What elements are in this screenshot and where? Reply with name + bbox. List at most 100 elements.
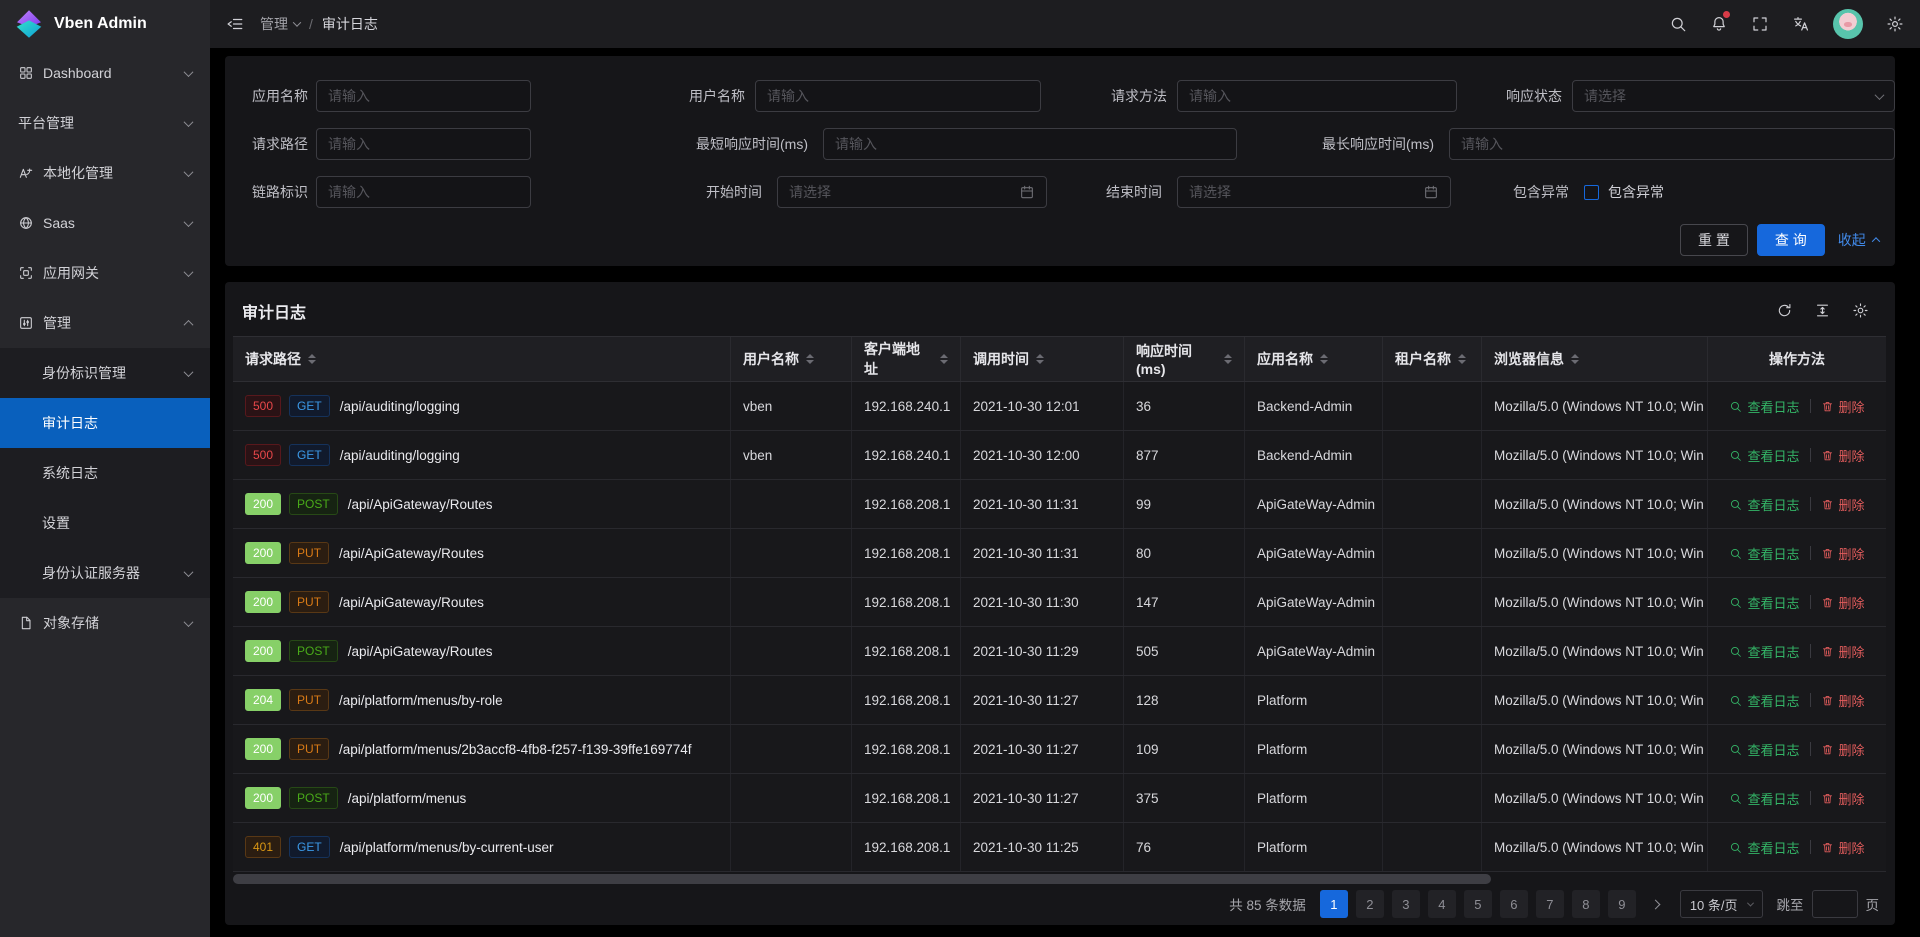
view-log-button[interactable]: 查看日志 (1729, 495, 1800, 514)
delete-button[interactable]: 删除 (1821, 642, 1865, 661)
app-logo[interactable]: Vben Admin (0, 0, 210, 48)
status-badge: 200 (245, 493, 282, 515)
end-time-datepicker[interactable]: 请选择 (1177, 176, 1451, 208)
page-size-select[interactable]: 10 条/页 (1679, 890, 1763, 918)
column-header-request_path[interactable]: 请求路径 (233, 337, 731, 381)
sort-icon[interactable] (940, 354, 948, 364)
breadcrumb-level1[interactable]: 管理 (260, 14, 302, 34)
request-path: /api/platform/menus/by-current-user (339, 839, 554, 855)
settings-gear-icon[interactable] (1886, 15, 1904, 33)
column-header-user_name[interactable]: 用户名称 (731, 337, 852, 381)
view-log-button[interactable]: 查看日志 (1729, 838, 1800, 857)
view-log-button[interactable]: 查看日志 (1729, 446, 1800, 465)
view-log-button[interactable]: 查看日志 (1729, 691, 1800, 710)
delete-button[interactable]: 删除 (1821, 495, 1865, 514)
jump-page-input[interactable] (1811, 890, 1858, 918)
page-button-5[interactable]: 5 (1463, 890, 1492, 918)
sidebar-item-system-logs[interactable]: 系统日志 (0, 448, 210, 498)
column-header-client_address[interactable]: 客户端地址 (852, 337, 961, 381)
delete-button[interactable]: 删除 (1821, 838, 1865, 857)
view-log-button[interactable]: 查看日志 (1729, 397, 1800, 416)
browser-info: Mozilla/5.0 (Windows NT 10.0; Win (1482, 774, 1708, 822)
datepicker-placeholder: 请选择 (789, 184, 831, 200)
column-settings-icon[interactable] (1852, 302, 1869, 319)
view-log-button[interactable]: 查看日志 (1729, 642, 1800, 661)
sidebar-item-app-gateway[interactable]: 应用网关 (0, 248, 210, 298)
sidebar-item-audit-logs[interactable]: 审计日志 (0, 398, 210, 448)
page-button-8[interactable]: 8 (1571, 890, 1600, 918)
view-log-button[interactable]: 查看日志 (1729, 740, 1800, 759)
sort-icon[interactable] (1571, 354, 1579, 364)
sidebar-item-saas[interactable]: Saas (0, 198, 210, 248)
delete-button[interactable]: 删除 (1821, 789, 1865, 808)
translate-icon[interactable] (1792, 15, 1810, 33)
reset-button[interactable]: 重 置 (1680, 224, 1748, 256)
user-name-input[interactable] (755, 80, 1041, 112)
sort-icon[interactable] (1036, 354, 1044, 364)
delete-button[interactable]: 删除 (1821, 740, 1865, 759)
column-header-browser_info[interactable]: 浏览器信息 (1482, 337, 1708, 381)
sidebar-item-object-storage[interactable]: 对象存储 (0, 598, 210, 648)
view-log-button[interactable]: 查看日志 (1729, 544, 1800, 563)
collapse-sidebar-icon[interactable] (226, 15, 244, 33)
sort-icon[interactable] (308, 354, 316, 364)
page-button-3[interactable]: 3 (1391, 890, 1420, 918)
trash-icon (1821, 743, 1834, 756)
app-name: Platform (1245, 725, 1383, 773)
sidebar-item-auth-server[interactable]: 身份认证服务器 (0, 548, 210, 598)
has-exception-checkbox[interactable] (1584, 184, 1599, 200)
sidebar-item-settings[interactable]: 设置 (0, 498, 210, 548)
delete-button[interactable]: 删除 (1821, 593, 1865, 612)
start-time-datepicker[interactable]: 请选择 (777, 176, 1047, 208)
app-name-input[interactable] (316, 80, 531, 112)
delete-button[interactable]: 删除 (1821, 544, 1865, 563)
user-avatar[interactable] (1833, 9, 1863, 39)
trace-id-label: 链路标识 (252, 184, 308, 200)
request-path-input[interactable] (316, 128, 531, 160)
sort-icon[interactable] (1224, 354, 1232, 364)
magnifier-icon (1729, 694, 1742, 707)
browser-info: Mozilla/5.0 (Windows NT 10.0; Win (1482, 823, 1708, 871)
column-header-response_time[interactable]: 响应时间(ms) (1124, 337, 1245, 381)
page-button-2[interactable]: 2 (1355, 890, 1384, 918)
trace-id-input[interactable] (316, 176, 531, 208)
sort-icon[interactable] (1458, 354, 1466, 364)
page-button-1[interactable]: 1 (1319, 890, 1348, 918)
min-response-time-input[interactable] (823, 128, 1237, 160)
refresh-icon[interactable] (1776, 302, 1793, 319)
response-status-select[interactable]: 请选择 (1572, 80, 1895, 112)
request-method-input[interactable] (1177, 80, 1457, 112)
app-name: Backend-Admin (1245, 431, 1383, 479)
sidebar-item-localization-management[interactable]: 本地化管理 (0, 148, 210, 198)
column-header-tenant_name[interactable]: 租户名称 (1383, 337, 1482, 381)
delete-button[interactable]: 删除 (1821, 691, 1865, 710)
sidebar-item-management[interactable]: 管理 (0, 298, 210, 348)
next-page-button[interactable] (1644, 890, 1668, 918)
sort-icon[interactable] (806, 354, 814, 364)
fullscreen-icon[interactable] (1751, 15, 1769, 33)
row-height-icon[interactable] (1814, 302, 1831, 319)
sort-icon[interactable] (1320, 354, 1328, 364)
page-button-7[interactable]: 7 (1535, 890, 1564, 918)
page-button-4[interactable]: 4 (1427, 890, 1456, 918)
page-button-6[interactable]: 6 (1499, 890, 1528, 918)
max-response-time-input[interactable] (1449, 128, 1895, 160)
search-icon[interactable] (1669, 15, 1687, 33)
sidebar-item-identity-management[interactable]: 身份标识管理 (0, 348, 210, 398)
scrollbar-thumb[interactable] (233, 874, 1491, 884)
collapse-filter-link[interactable]: 收起 (1838, 230, 1881, 250)
delete-button[interactable]: 删除 (1821, 446, 1865, 465)
page-button-9[interactable]: 9 (1607, 890, 1636, 918)
table-row: 200 POST/api/platform/menus 192.168.208.1 2… (233, 774, 1886, 823)
view-log-button[interactable]: 查看日志 (1729, 789, 1800, 808)
delete-button[interactable]: 删除 (1821, 397, 1865, 416)
column-header-app_name[interactable]: 应用名称 (1245, 337, 1383, 381)
chevron-down-icon (183, 616, 194, 627)
column-header-call_time[interactable]: 调用时间 (961, 337, 1124, 381)
search-button[interactable]: 查 询 (1756, 224, 1825, 256)
notification-bell-icon[interactable] (1710, 11, 1730, 33)
sidebar-item-dashboard[interactable]: Dashboard (0, 48, 210, 98)
client-address: 192.168.240.1 (852, 431, 961, 479)
sidebar-item-platform-management[interactable]: 平台管理 (0, 98, 210, 148)
view-log-button[interactable]: 查看日志 (1729, 593, 1800, 612)
